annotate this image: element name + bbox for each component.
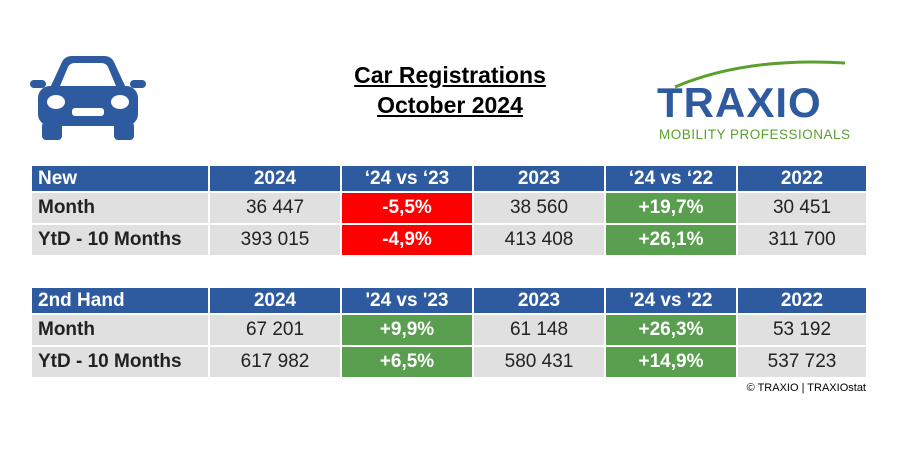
table-cell: -5,5% (342, 193, 474, 225)
logo: TRAXIO MOBILITY PROFESSIONALS (657, 60, 851, 142)
table-cell: 393 015 (210, 225, 342, 257)
table-cell: 413 408 (474, 225, 606, 257)
table-cell: +6,5% (342, 347, 474, 379)
table-cell: 67 201 (210, 315, 342, 347)
table-cell: +14,9% (606, 347, 738, 379)
column-header: 2nd Hand (32, 288, 210, 315)
table-cell: 36 447 (210, 193, 342, 225)
column-header: 2023 (474, 288, 606, 315)
subtitle: October 2024 (377, 92, 523, 118)
column-header: ‘24 vs ‘22 (606, 166, 738, 193)
table-cell: +9,9% (342, 315, 474, 347)
table-cell: -4,9% (342, 225, 474, 257)
table-cell: 537 723 (738, 347, 868, 379)
table-cell: 30 451 (738, 193, 868, 225)
column-header: 2024 (210, 166, 342, 193)
column-header: '24 vs '23 (342, 288, 474, 315)
table-cell: 53 192 (738, 315, 868, 347)
row-label: Month (32, 193, 210, 225)
column-header: '24 vs '22 (606, 288, 738, 315)
table-cell: 38 560 (474, 193, 606, 225)
column-header: ‘24 vs ‘23 (342, 166, 474, 193)
column-header: 2024 (210, 288, 342, 315)
table-cell: 617 982 (210, 347, 342, 379)
table-cell: 61 148 (474, 315, 606, 347)
column-header: 2022 (738, 166, 868, 193)
table-cell: +26,3% (606, 315, 738, 347)
copyright: © TRAXIO | TRAXIOstat (746, 382, 866, 394)
table-cell: 580 431 (474, 347, 606, 379)
row-label: YtD - 10 Months (32, 347, 210, 379)
column-header: 2023 (474, 166, 606, 193)
logo-tagline: MOBILITY PROFESSIONALS (659, 127, 851, 142)
row-label: YtD - 10 Months (32, 225, 210, 257)
column-header: 2022 (738, 288, 868, 315)
car-icon (30, 56, 146, 140)
row-label: Month (32, 315, 210, 347)
table-cell: +19,7% (606, 193, 738, 225)
title: Car Registrations (354, 62, 546, 88)
column-header: New (32, 166, 210, 193)
table-cell: 311 700 (738, 225, 868, 257)
table-cell: +26,1% (606, 225, 738, 257)
logo-name: TRAXIO (657, 79, 822, 126)
